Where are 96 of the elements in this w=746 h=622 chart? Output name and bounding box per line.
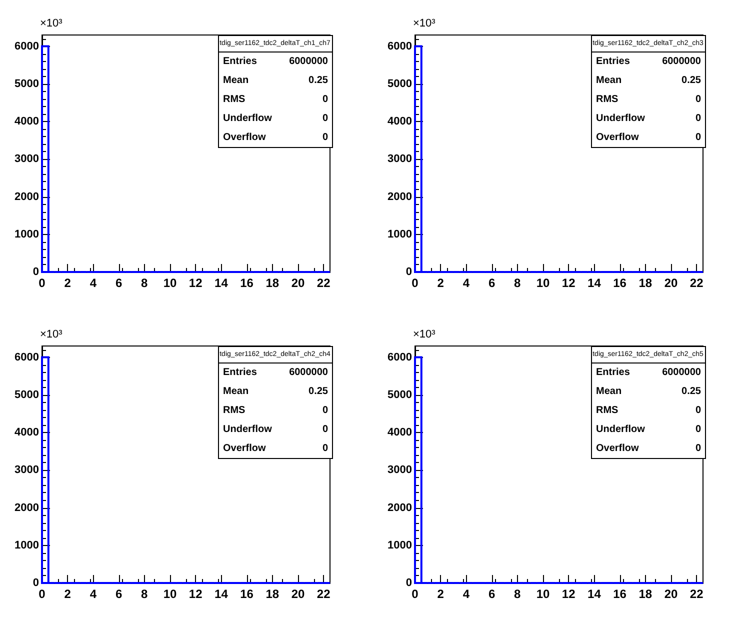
y-tick-label: 6000 [14,351,39,364]
x-tick-label: 4 [462,587,470,601]
text: Overflow 0 [596,132,701,143]
y-tick-label: 5000 [14,388,39,401]
text: Mean 0.25 [223,386,328,397]
text: Underflow 0 [223,424,328,435]
y-tick-label: 5000 [14,78,39,90]
x-tick-label: 12 [562,587,576,601]
x-tick-label: 18 [638,587,652,601]
x-tick-label: 18 [266,587,280,601]
x-tick-label: 10 [163,587,177,601]
text: Overflow 0 [223,443,328,454]
y-axis-title: ×10³ [40,18,63,30]
x-tick-label: 20 [664,587,678,601]
x-tick-label: 10 [536,587,550,601]
text: Entries 6000000 [596,367,701,378]
y-tick-label: 2000 [388,502,412,514]
x-tick-label: 4 [90,276,97,290]
x-tick-label: 8 [141,587,148,601]
text: RMS 0 [223,405,328,416]
x-tick-label: 14 [214,587,228,601]
x-tick-label: 16 [613,276,627,290]
x-tick-label: 20 [664,276,678,290]
x-tick-label: 8 [141,276,148,290]
y-tick-label: 1000 [388,228,412,240]
x-tick-label: 4 [90,587,97,601]
y-tick-label: 3000 [388,153,412,166]
y-tick-label: 2000 [14,190,39,203]
x-tick-label: 20 [291,587,305,601]
y-tick-label: 0 [406,266,412,278]
y-tick-label: 0 [406,577,412,589]
x-tick-label: 10 [536,276,550,290]
x-tick-label: 6 [488,587,496,601]
y-tick-label: 2000 [388,190,412,203]
text: Underflow 0 [596,113,701,124]
x-tick-label: 8 [514,587,522,601]
x-tick-label: 2 [437,587,444,601]
x-tick-label: 22 [690,276,704,290]
text: Mean 0.25 [596,386,701,397]
y-axis-title: ×10³ [413,18,436,30]
y-tick-label: 0 [32,577,39,589]
text: Overflow 0 [596,443,701,454]
x-tick-label: 18 [266,276,280,290]
x-tick-label: 14 [588,276,602,290]
x-tick-label: 12 [562,276,576,290]
y-tick-label: 4000 [388,116,412,128]
x-tick-label: 22 [690,587,704,601]
y-tick-label: 5000 [388,78,412,90]
x-tick-label: 6 [488,276,496,290]
x-tick-label: 16 [240,276,254,290]
text: Mean 0.25 [223,75,328,86]
x-tick-label: 2 [64,587,72,601]
x-tick-label: 4 [462,276,470,290]
text: Mean 0.25 [596,75,701,86]
x-tick-label: 12 [188,276,203,290]
x-tick-label: 2 [437,276,444,290]
y-tick-label: 3000 [14,464,39,476]
x-tick-label: 22 [316,587,331,601]
y-tick-label: 6000 [14,40,39,52]
text: Entries 6000000 [223,56,328,67]
x-tick-label: 6 [115,587,122,601]
text: Entries 6000000 [596,56,701,67]
text: RMS 0 [596,405,701,416]
text: Underflow 0 [596,424,701,435]
x-tick-label: 16 [240,587,254,601]
y-tick-label: 4000 [14,116,39,128]
text: Overflow 0 [223,132,328,143]
y-tick-label: 5000 [388,388,412,401]
x-tick-label: 6 [115,276,122,290]
y-tick-label: 2000 [14,502,39,514]
x-tick-label: 8 [514,276,522,290]
x-tick-label: 18 [638,276,652,290]
y-tick-label: 0 [32,266,39,278]
y-tick-label: 4000 [388,426,412,439]
x-tick-label: 20 [291,276,305,290]
y-axis-title: ×10³ [413,328,436,340]
y-tick-label: 3000 [388,464,412,476]
y-tick-label: 1000 [14,228,39,240]
y-axis-title: ×10³ [40,328,63,340]
text: Entries 6000000 [223,367,328,378]
text: RMS 0 [223,94,328,105]
y-tick-label: 4000 [14,426,39,439]
x-tick-label: 14 [214,276,228,290]
y-tick-label: 1000 [14,539,39,552]
x-tick-label: 12 [188,587,203,601]
text: Underflow 0 [223,113,328,124]
x-tick-label: 2 [64,276,72,290]
y-tick-label: 3000 [14,153,39,166]
x-tick-label: 16 [613,587,627,601]
x-tick-label: 22 [316,276,331,290]
y-tick-label: 1000 [388,539,412,552]
x-tick-label: 14 [588,587,602,601]
y-tick-label: 6000 [388,351,412,364]
y-tick-label: 6000 [388,40,412,52]
x-tick-label: 10 [163,276,177,290]
text: RMS 0 [596,94,701,105]
